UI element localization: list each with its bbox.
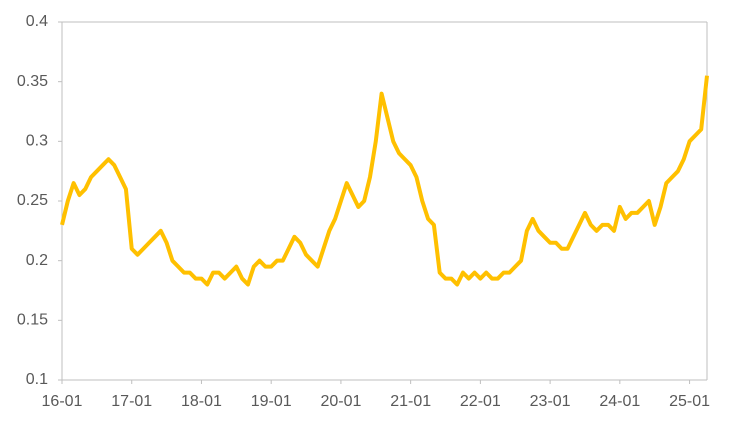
y-tick-label: 0.3 — [26, 133, 48, 150]
x-tick-label: 25-01 — [669, 393, 710, 410]
x-tick-label: 17-01 — [111, 393, 152, 410]
y-tick-label: 0.15 — [17, 312, 48, 329]
x-tick-label: 24-01 — [599, 393, 640, 410]
x-tick-label: 20-01 — [320, 393, 361, 410]
data-line — [60, 75, 709, 287]
x-tick-label: 19-01 — [251, 393, 292, 410]
y-tick-label: 0.1 — [26, 371, 48, 388]
x-tick-label: 23-01 — [530, 393, 571, 410]
y-tick-label: 0.4 — [26, 13, 48, 30]
x-tick-label: 18-01 — [181, 393, 222, 410]
y-tick-label: 0.2 — [26, 252, 48, 269]
x-tick-label: 21-01 — [390, 393, 431, 410]
y-tick-label: 0.25 — [17, 192, 48, 209]
x-tick-label: 22-01 — [460, 393, 501, 410]
y-tick-label: 0.35 — [17, 73, 48, 90]
x-tick-label: 16-01 — [42, 393, 83, 410]
